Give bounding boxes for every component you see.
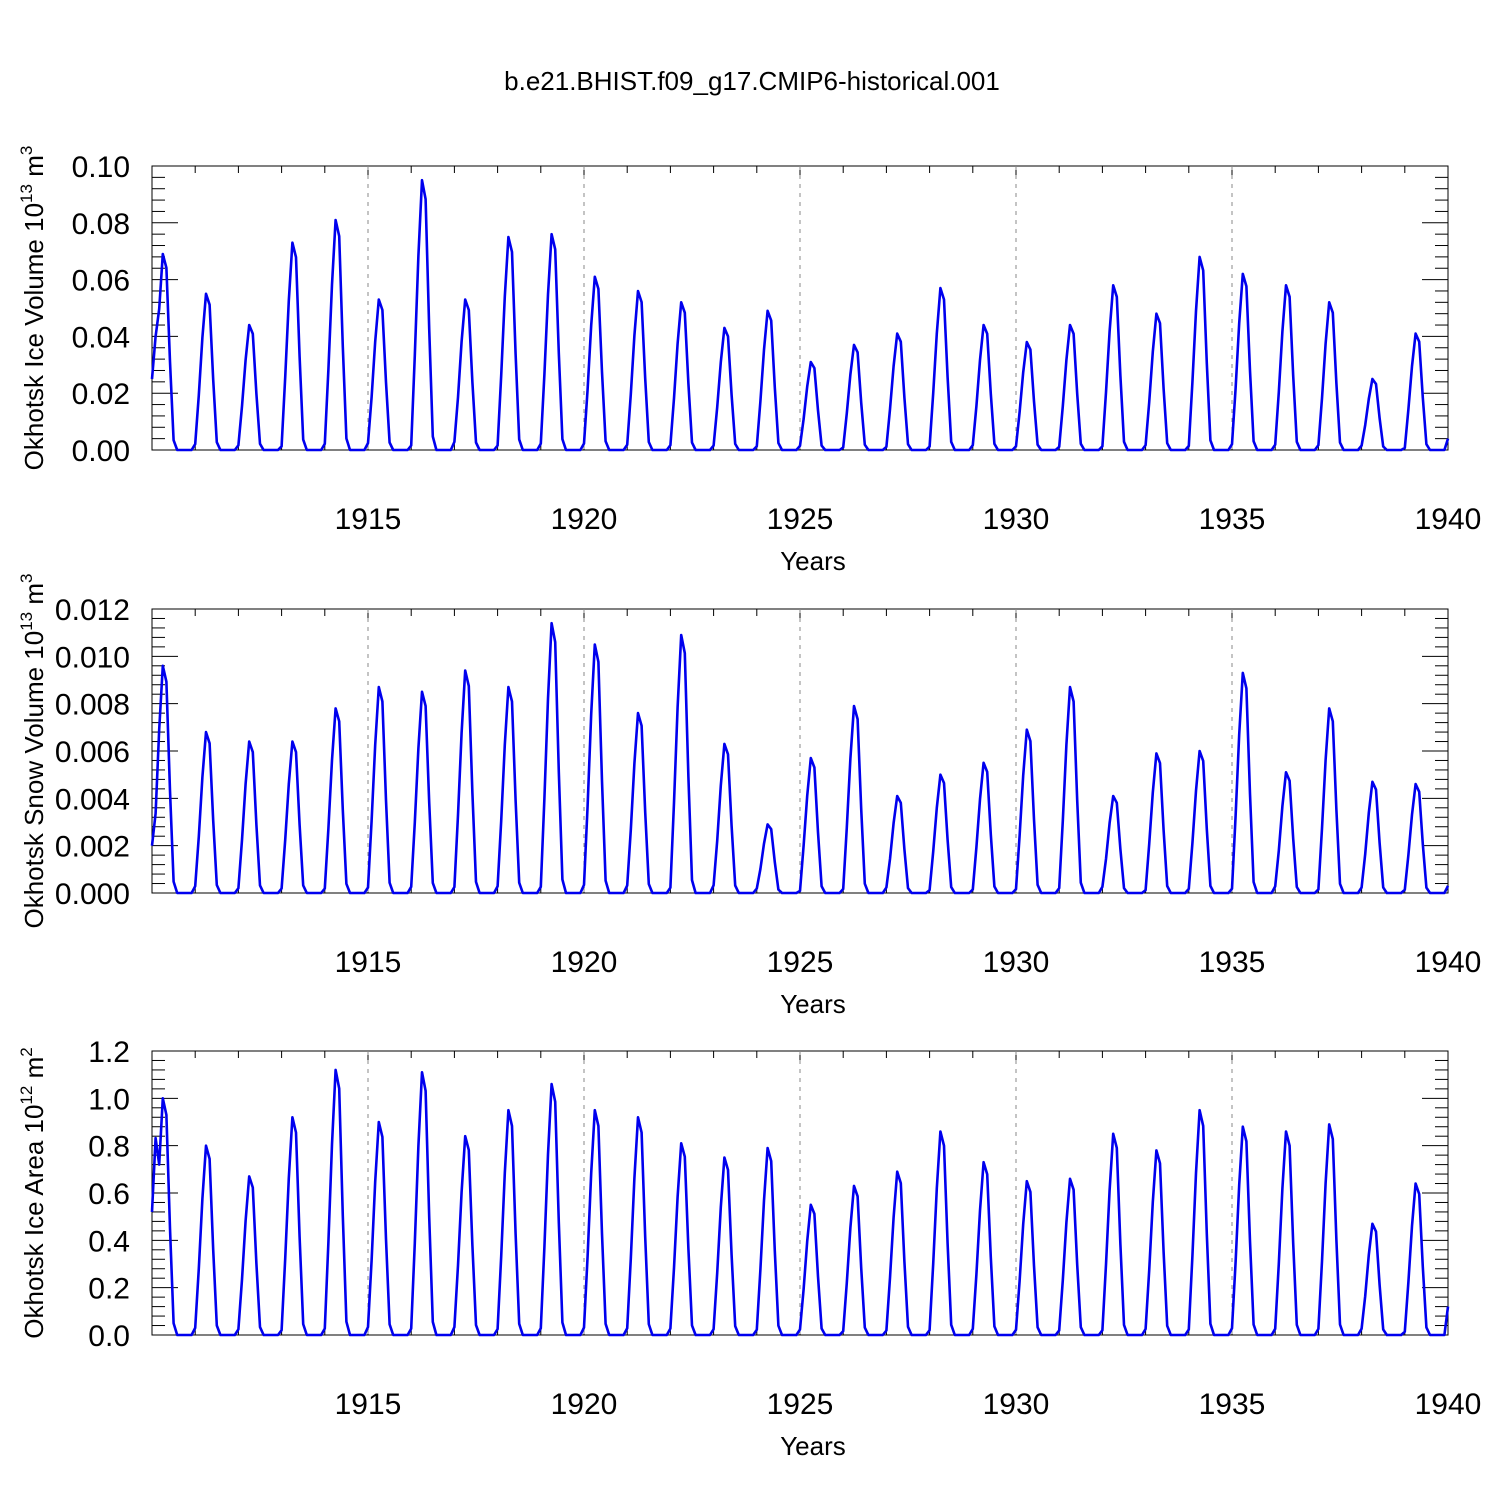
x-tick-label: 1925 bbox=[767, 1388, 834, 1421]
y-tick-label: 0.010 bbox=[55, 641, 130, 674]
y-tick-label: 0.10 bbox=[72, 151, 130, 184]
y-tick-label: 0.02 bbox=[72, 378, 130, 411]
x-tick-label: 1920 bbox=[551, 503, 618, 536]
y-axis-title-exponent: 13 bbox=[17, 612, 36, 631]
y-axis-title-unit-exponent: 3 bbox=[17, 146, 36, 155]
y-axis-title-unit-exponent: 2 bbox=[17, 1047, 36, 1056]
y-tick-label: 0.08 bbox=[72, 208, 130, 241]
y-tick-label: 0.0 bbox=[88, 1320, 130, 1353]
y-axis-title-main: Okhotsk Ice Area 10 bbox=[19, 1105, 49, 1339]
y-axis-title-main: Okhotsk Snow Volume 10 bbox=[19, 631, 49, 929]
y-tick-label: 0.006 bbox=[55, 736, 130, 769]
y-tick-label: 0.2 bbox=[88, 1273, 130, 1306]
y-axis-title: Okhotsk Snow Volume 1013 m3 bbox=[17, 574, 49, 929]
x-tick-label: 1940 bbox=[1415, 946, 1482, 979]
panel-ice-area: 1915 1920 1925 1930 1935 1940 Years 0.0 0.2 0.4 0.… bbox=[17, 1036, 1481, 1461]
y-axis-title-unit: m bbox=[19, 1057, 49, 1086]
chart-title: b.e21.BHIST.f09_g17.CMIP6-historical.001 bbox=[504, 66, 1000, 96]
x-tick-label: 1940 bbox=[1415, 1388, 1482, 1421]
x-tick-label: 1925 bbox=[767, 503, 834, 536]
x-tick-label: 1935 bbox=[1199, 1388, 1266, 1421]
y-tick-label: 0.000 bbox=[55, 878, 130, 911]
x-tick-label: 1915 bbox=[335, 1388, 402, 1421]
x-tick-label: 1930 bbox=[983, 946, 1050, 979]
series-line-ice-area bbox=[150, 1068, 1450, 1337]
y-tick-label: 0.06 bbox=[72, 265, 130, 298]
y-axis-title-exponent: 12 bbox=[17, 1086, 36, 1105]
y-tick-label: 0.004 bbox=[55, 783, 130, 816]
series-line-ice-volume bbox=[150, 178, 1450, 452]
y-axis-title-main: Okhotsk Ice Volume 10 bbox=[19, 203, 49, 470]
x-tick-label: 1920 bbox=[551, 946, 618, 979]
y-tick-label: 1.0 bbox=[88, 1083, 130, 1116]
x-tick-label: 1930 bbox=[983, 503, 1050, 536]
x-tick-label: 1940 bbox=[1415, 503, 1482, 536]
x-tick-label: 1935 bbox=[1199, 946, 1266, 979]
x-tick-label: 1925 bbox=[767, 946, 834, 979]
panel-ice-volume: 1915 1920 1925 1930 1935 1940 Years 0.00 0.02 0.0… bbox=[17, 146, 1481, 576]
x-tick-label: 1920 bbox=[551, 1388, 618, 1421]
x-tick-label: 1935 bbox=[1199, 503, 1266, 536]
y-tick-label: 0.8 bbox=[88, 1131, 130, 1164]
x-tick-label: 1930 bbox=[983, 1388, 1050, 1421]
y-axis-title: Okhotsk Ice Area 1012 m2 bbox=[17, 1047, 49, 1338]
x-tick-label: 1915 bbox=[335, 946, 402, 979]
y-tick-label: 0.008 bbox=[55, 689, 130, 722]
y-tick-label: 1.2 bbox=[88, 1036, 130, 1069]
panel-snow-volume: 1915 1920 1925 1930 1935 1940 Years 0.000 0.002 0… bbox=[17, 574, 1481, 1020]
y-axis-title-unit-exponent: 3 bbox=[17, 574, 36, 583]
x-axis-title: Years bbox=[780, 989, 846, 1019]
panels: 1915 1920 1925 1930 1935 1940Years0.000.020.0… bbox=[17, 146, 1481, 1461]
y-tick-label: 0.00 bbox=[72, 435, 130, 468]
x-axis-title: Years bbox=[780, 1431, 846, 1461]
y-axis-title-unit: m bbox=[19, 583, 49, 612]
x-axis-title: Years bbox=[780, 546, 846, 576]
y-axis-title-exponent: 13 bbox=[17, 184, 36, 203]
y-axis-title-unit: m bbox=[19, 155, 49, 184]
y-tick-label: 0.4 bbox=[88, 1225, 130, 1258]
y-tick-label: 0.04 bbox=[72, 321, 130, 354]
x-tick-label: 1915 bbox=[335, 503, 402, 536]
y-axis-title: Okhotsk Ice Volume 1013 m3 bbox=[17, 146, 49, 471]
series-line-snow-volume bbox=[150, 621, 1450, 895]
y-tick-label: 0.012 bbox=[55, 594, 130, 627]
y-tick-label: 0.6 bbox=[88, 1178, 130, 1211]
y-tick-label: 0.002 bbox=[55, 831, 130, 864]
